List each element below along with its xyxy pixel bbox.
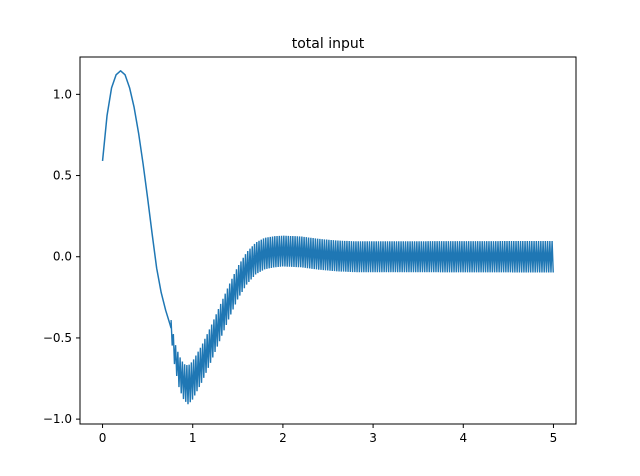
x-tick-label: 3 <box>369 431 377 445</box>
y-tick-label: −0.5 <box>43 331 72 345</box>
y-tick-label: 0.5 <box>53 169 72 183</box>
y-axis: −1.0 −0.5 0.0 0.5 1.0 <box>43 87 80 426</box>
y-tick-label: −1.0 <box>43 412 72 426</box>
x-tick-label: 2 <box>279 431 287 445</box>
x-axis: 0 1 2 3 4 5 <box>99 424 558 445</box>
series-oscillation <box>170 235 554 405</box>
y-tick-label: 0.0 <box>53 250 72 264</box>
x-tick-label: 4 <box>459 431 467 445</box>
series-line <box>101 70 172 329</box>
x-tick-label: 5 <box>550 431 558 445</box>
x-tick-label: 1 <box>189 431 197 445</box>
axes-frame <box>79 56 577 425</box>
plot-area <box>101 70 554 405</box>
x-tick-label: 0 <box>99 431 107 445</box>
chart-title: total input <box>292 36 365 52</box>
y-tick-label: 1.0 <box>53 87 72 101</box>
